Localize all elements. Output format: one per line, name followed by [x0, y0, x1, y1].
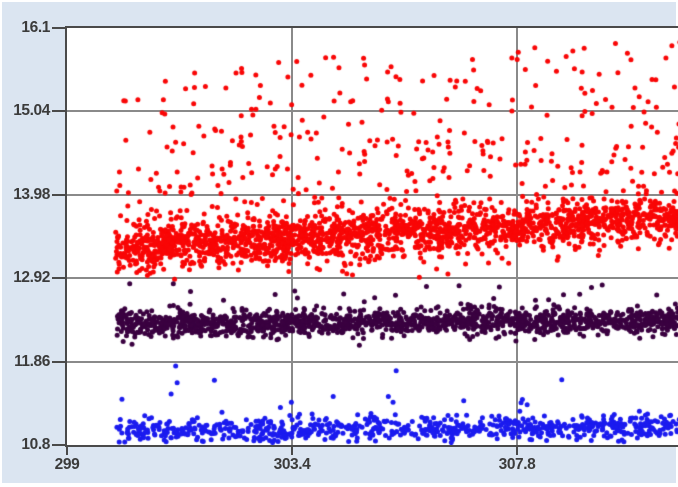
y-axis-tick-label: 10.8 [21, 436, 50, 453]
y-axis-tick-label: 16.1 [21, 19, 50, 36]
y-axis-tick-label: 12.92 [13, 269, 50, 287]
y-axis-tick-label: 15.04 [13, 102, 50, 120]
x-axis-tick [291, 447, 293, 455]
y-axis-tick-label: 11.86 [14, 352, 50, 370]
y-axis-tick [52, 444, 66, 446]
y-axis-tick [52, 360, 66, 363]
x-axis-tick [66, 447, 68, 455]
x-axis-tick [516, 447, 518, 455]
y-axis-tick-label: 13.98 [13, 185, 50, 203]
y-axis-tick [52, 110, 66, 113]
x-axis-tick-label: 303.4 [273, 456, 311, 473]
y-axis-tick [52, 277, 66, 280]
plot-area [65, 26, 678, 447]
scatter-plot-canvas [67, 28, 678, 445]
x-axis-tick-label: 307.8 [498, 456, 536, 473]
y-axis-tick [52, 193, 66, 196]
y-axis-tick [52, 27, 66, 29]
x-axis-tick-label: 299 [54, 456, 80, 473]
